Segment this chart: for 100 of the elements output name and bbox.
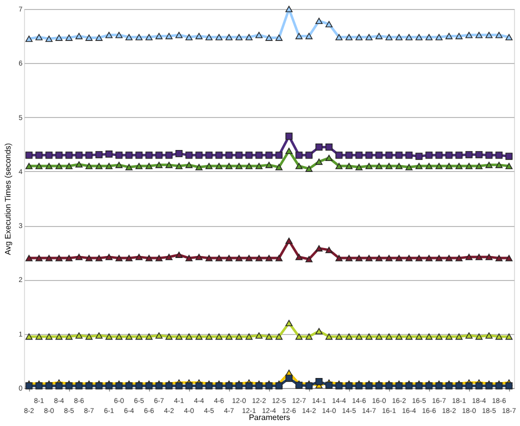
point [465, 151, 473, 158]
point [455, 152, 463, 159]
point [435, 152, 443, 159]
point [225, 162, 233, 170]
point [305, 32, 313, 40]
point [175, 252, 183, 258]
point [135, 162, 143, 170]
point [355, 152, 363, 159]
point [435, 254, 443, 262]
point [295, 162, 303, 170]
point [185, 333, 193, 340]
point [325, 382, 333, 389]
point [375, 32, 383, 40]
point [275, 254, 283, 262]
point [505, 382, 513, 390]
point [465, 332, 473, 339]
point [265, 254, 273, 262]
point [195, 164, 203, 170]
point [65, 333, 73, 340]
point [485, 332, 493, 339]
point [285, 6, 293, 12]
x-axis-title: Parameters [248, 413, 290, 422]
point [265, 34, 273, 41]
point [475, 254, 483, 260]
point [295, 32, 303, 40]
point [95, 382, 103, 390]
point [425, 34, 433, 40]
point [75, 152, 83, 159]
point [455, 32, 463, 40]
point [245, 152, 253, 159]
point [265, 333, 273, 340]
point [85, 382, 93, 390]
point [425, 382, 433, 390]
point [285, 132, 293, 140]
point [445, 152, 453, 159]
point [495, 333, 503, 340]
point [475, 162, 483, 170]
point [255, 152, 263, 159]
point [245, 162, 253, 170]
point [105, 32, 113, 38]
point [45, 333, 53, 340]
point [495, 152, 503, 159]
point [275, 333, 283, 340]
point [95, 162, 103, 170]
point [25, 36, 33, 42]
point [315, 18, 323, 24]
point [325, 21, 333, 28]
point [225, 333, 233, 340]
point [455, 162, 463, 170]
point [25, 162, 33, 170]
point [305, 256, 313, 262]
point [245, 34, 253, 40]
point [165, 152, 173, 159]
point [355, 164, 363, 170]
point [485, 162, 493, 168]
point [335, 254, 343, 262]
point [335, 152, 343, 159]
point [255, 162, 263, 170]
point [385, 333, 393, 340]
point [145, 152, 153, 159]
point [65, 162, 73, 170]
point [45, 152, 53, 159]
point [115, 152, 123, 159]
point [415, 333, 423, 340]
point [425, 333, 433, 340]
point [45, 162, 53, 170]
point [145, 382, 153, 390]
point [215, 152, 223, 159]
point [55, 34, 63, 41]
point [345, 152, 353, 159]
point [95, 332, 103, 339]
point [425, 254, 433, 262]
point [415, 254, 423, 262]
point [215, 34, 223, 40]
point [455, 382, 463, 390]
point [255, 32, 263, 38]
point [335, 162, 343, 170]
point [425, 162, 433, 170]
point [85, 162, 93, 170]
point [505, 333, 513, 340]
point [225, 254, 233, 262]
point [355, 382, 363, 390]
point [235, 254, 243, 262]
point [285, 374, 293, 382]
point [245, 382, 253, 390]
point [215, 333, 223, 340]
point [305, 382, 313, 390]
point [495, 382, 503, 390]
point [495, 162, 503, 168]
point [235, 333, 243, 340]
point [125, 34, 133, 40]
point [325, 246, 333, 254]
point [85, 333, 93, 340]
point [155, 32, 163, 40]
point [25, 333, 33, 340]
point [25, 382, 33, 390]
point [405, 382, 413, 390]
point [475, 32, 483, 38]
point [265, 162, 273, 168]
point [395, 34, 403, 40]
